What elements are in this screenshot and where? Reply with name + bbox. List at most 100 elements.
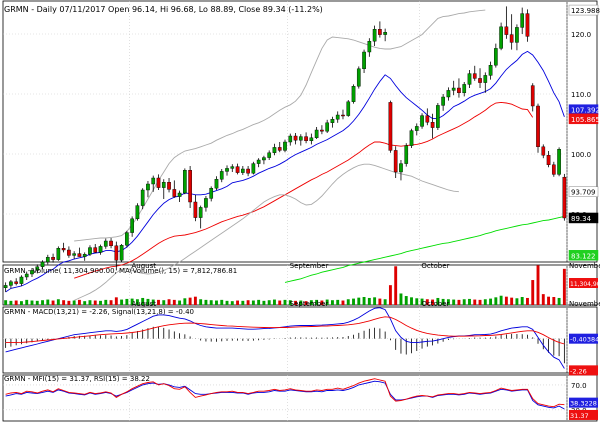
candle-body — [472, 73, 477, 79]
candle-body — [356, 68, 361, 87]
macd-tag-box — [569, 333, 598, 344]
macd-label: GRMN - MACD(13,21) = -2.26, Signal(13,21… — [4, 308, 194, 316]
price-y-tick: 100.0 — [571, 151, 591, 159]
candle-body — [114, 245, 119, 261]
osc-tag-box — [569, 409, 598, 420]
value-tag-box — [568, 250, 599, 261]
mfi-rsi-lines — [5, 378, 565, 410]
candle-body — [67, 249, 71, 256]
candle-body — [430, 121, 435, 128]
mfi-rsi-label: GRMN - MFI(15) = 31.37, RSI(15) = 38.22 — [4, 375, 150, 383]
candle-body — [88, 247, 92, 255]
candle-body — [267, 152, 272, 158]
candle-body — [93, 247, 98, 253]
candle-body — [293, 135, 298, 141]
candle-body — [399, 163, 403, 173]
candle-body — [441, 96, 445, 106]
x-tick-label: October — [421, 262, 449, 270]
candle-body — [557, 148, 561, 175]
candle-body — [451, 87, 456, 91]
x-tick-label: August — [132, 262, 157, 270]
candle-body — [3, 285, 8, 288]
candle-body — [414, 126, 419, 131]
candle-body — [378, 29, 382, 35]
volume-bars — [4, 265, 566, 305]
candle-body — [219, 171, 224, 180]
candle-body — [409, 130, 414, 146]
candle-body — [483, 75, 488, 83]
candle-body — [183, 169, 187, 194]
candle-body — [436, 105, 440, 128]
price-header: GRMN - Daily 07/11/2017 Open 96.14, Hi 9… — [4, 5, 323, 14]
candle-body — [188, 169, 192, 203]
candle-body — [551, 164, 556, 175]
candle-body — [240, 168, 245, 173]
candle-body — [51, 257, 55, 260]
candle-body — [393, 150, 398, 173]
candle-body — [298, 136, 303, 141]
candle-body — [172, 189, 177, 197]
candle-body — [330, 118, 335, 123]
candle-body — [125, 232, 129, 246]
osc-series-rsi — [5, 378, 565, 408]
candle-body — [288, 135, 293, 143]
candle-body — [161, 181, 166, 188]
candle-body — [420, 115, 424, 127]
osc-y-tick: 70.0 — [571, 382, 587, 390]
candle-body — [304, 136, 308, 142]
candle-body — [346, 101, 351, 116]
volume-label-value: 11,304,900.00, MA(Volume(), 15) = 7,812,… — [63, 267, 237, 275]
candle-body — [235, 166, 240, 173]
x-tick-label-volume: November — [569, 300, 600, 308]
candle-body — [320, 129, 324, 132]
candle-body — [404, 145, 409, 164]
axis-labels: August August September September October Oct… — [132, 31, 600, 415]
candle-body — [35, 266, 40, 271]
candle-body — [151, 177, 156, 185]
candle-body — [536, 105, 540, 147]
candle-body — [167, 181, 171, 190]
candle-body — [372, 29, 377, 42]
candle-body — [457, 87, 461, 93]
candle-body — [314, 129, 319, 138]
panel-frame-macd — [2, 306, 598, 374]
price-y-tick: 110.0 — [571, 91, 591, 99]
candle-body — [488, 64, 493, 76]
moving-average-lines — [5, 9, 565, 301]
macd-tag-box — [569, 365, 598, 376]
candle-body — [209, 187, 214, 199]
candle-body — [462, 84, 467, 94]
osc-tag-label: 31.37 — [570, 412, 589, 420]
candle-body — [546, 154, 551, 165]
candle-body — [72, 253, 76, 256]
value-tag-box — [568, 186, 599, 197]
volume-tag-label: 11,304,900.00 — [570, 281, 600, 288]
value-tag-label: 93.709 — [571, 189, 596, 197]
candle-body — [256, 159, 261, 164]
candle-body — [82, 253, 87, 257]
macd-lines — [5, 307, 565, 369]
candle-body — [230, 166, 235, 169]
candle-body — [541, 146, 546, 156]
candlesticks — [3, 6, 567, 292]
candle-body — [140, 189, 145, 206]
candle-body — [530, 85, 535, 107]
x-tick-label-volume: October — [421, 300, 449, 308]
overlay-band_lower — [74, 163, 459, 301]
candle-body — [272, 147, 277, 153]
candle-body — [40, 261, 45, 267]
candle-body — [383, 32, 387, 35]
osc-tag-label: 38.3228 — [570, 400, 597, 408]
macd-series-signal — [5, 316, 565, 345]
candle-body — [525, 13, 530, 37]
candle-body — [562, 176, 567, 219]
candle-body — [109, 240, 113, 246]
candle-body — [135, 205, 140, 220]
value-tag-box — [568, 113, 599, 125]
candle-body — [504, 26, 509, 35]
macd-tag-label: -0.40384 — [570, 336, 599, 344]
candle-body — [246, 168, 250, 174]
value-tag-box — [568, 4, 599, 16]
